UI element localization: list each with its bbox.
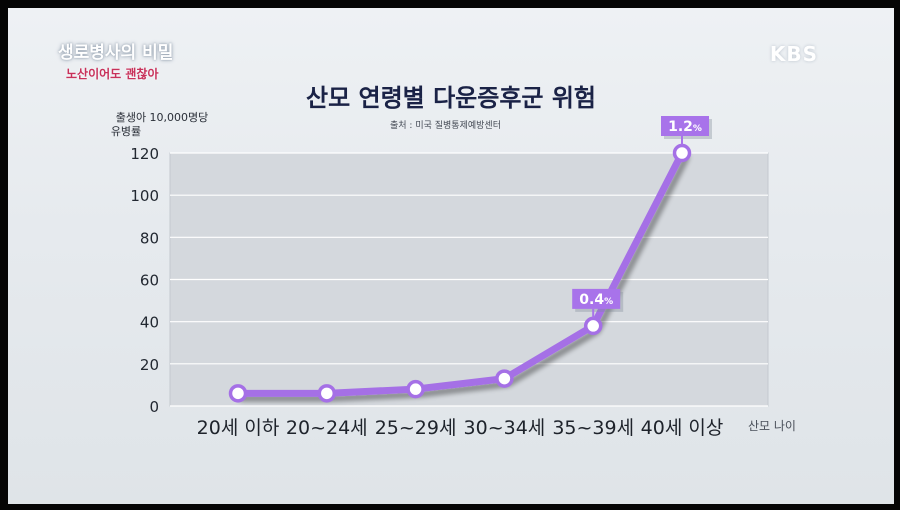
callout-box bbox=[661, 116, 709, 136]
y-tick-label: 80 bbox=[140, 229, 159, 247]
y-tick-label: 60 bbox=[140, 272, 159, 290]
y-tick-label: 20 bbox=[140, 356, 159, 374]
y-axis-label-line2: 유병률 bbox=[111, 125, 141, 138]
callout-box bbox=[572, 288, 621, 309]
y-tick-label: 0 bbox=[149, 398, 159, 416]
chart-source: 출처 : 미국 질병통제예방센터 bbox=[390, 121, 501, 131]
x-tick-label: 20~24세 bbox=[286, 417, 368, 439]
x-tick-label: 20세 이하 bbox=[197, 417, 280, 439]
data-point bbox=[228, 384, 248, 403]
x-axis-label: 산모 나이 bbox=[748, 419, 796, 433]
y-tick-label: 120 bbox=[130, 145, 159, 163]
x-tick-label: 35~39세 bbox=[552, 417, 634, 439]
x-tick-label: 25~29세 bbox=[375, 417, 457, 439]
channel-logo: KBS bbox=[769, 42, 818, 66]
y-tick-label: 40 bbox=[140, 314, 159, 332]
data-point bbox=[672, 143, 692, 163]
data-point bbox=[495, 369, 514, 388]
data-point bbox=[317, 384, 337, 403]
x-tick-label: 40세 이상 bbox=[641, 417, 724, 439]
callout-label: 1.2% bbox=[668, 119, 702, 135]
chart-title: 산모 연령별 다운증후군 위험 bbox=[305, 84, 597, 112]
data-point bbox=[583, 316, 603, 336]
callout-label: 0.4% bbox=[579, 292, 613, 308]
data-point bbox=[406, 379, 425, 399]
show-subtitle: 노산이어도 괜찮아 bbox=[66, 67, 159, 81]
x-tick-label: 30~34세 bbox=[464, 417, 546, 439]
y-axis-label-line1: 출생아 10,000명당 bbox=[116, 111, 209, 124]
y-tick-label: 100 bbox=[130, 187, 159, 205]
show-logo: 생로병사의 비밀 bbox=[58, 43, 174, 63]
